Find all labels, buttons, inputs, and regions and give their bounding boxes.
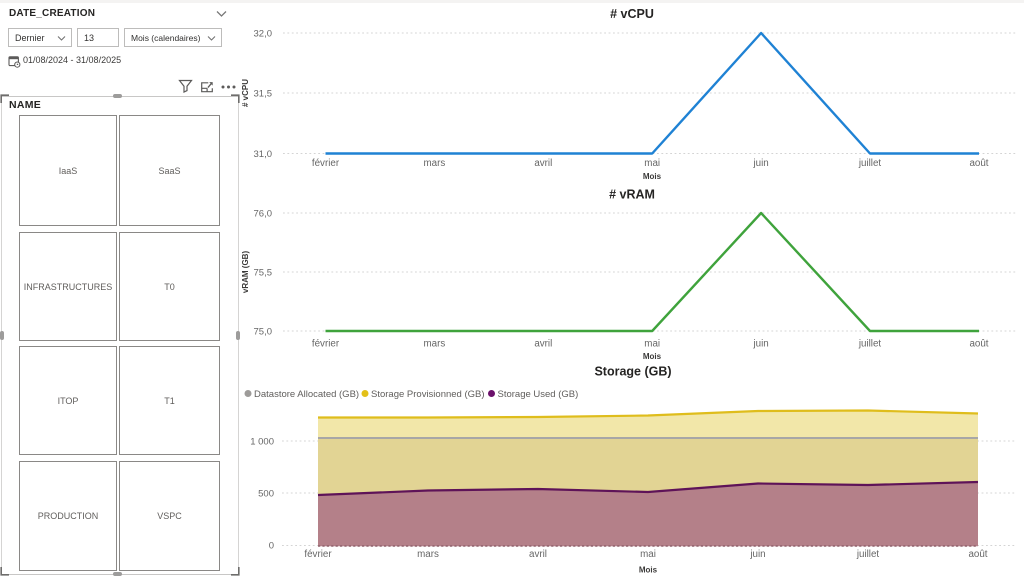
svg-text:Storage (GB): Storage (GB) bbox=[594, 365, 671, 379]
svg-text:31,0: 31,0 bbox=[254, 149, 273, 160]
svg-text:Storage Used (GB): Storage Used (GB) bbox=[498, 389, 579, 400]
svg-text:Mois: Mois bbox=[643, 352, 662, 361]
svg-text:500: 500 bbox=[258, 489, 274, 500]
svg-text:mars: mars bbox=[417, 549, 439, 560]
svg-text:mai: mai bbox=[644, 339, 660, 350]
svg-text:mars: mars bbox=[424, 158, 446, 169]
svg-text:août: août bbox=[968, 549, 987, 560]
svg-text:1 000: 1 000 bbox=[250, 437, 274, 448]
svg-text:Datastore Allocated (GB): Datastore Allocated (GB) bbox=[254, 389, 359, 400]
svg-text:# vCPU: # vCPU bbox=[241, 79, 250, 107]
svg-text:Mois: Mois bbox=[639, 566, 658, 575]
svg-text:avril: avril bbox=[529, 549, 547, 560]
svg-text:# vRAM: # vRAM bbox=[609, 188, 655, 202]
svg-text:février: février bbox=[312, 339, 340, 350]
svg-text:# vCPU: # vCPU bbox=[610, 7, 654, 21]
svg-text:février: février bbox=[304, 549, 332, 560]
svg-text:32,0: 32,0 bbox=[254, 29, 273, 40]
svg-text:31,5: 31,5 bbox=[254, 89, 273, 100]
svg-text:mai: mai bbox=[644, 158, 660, 169]
svg-text:mars: mars bbox=[424, 339, 446, 350]
svg-text:vRAM (GB): vRAM (GB) bbox=[241, 251, 250, 294]
svg-text:mai: mai bbox=[640, 549, 656, 560]
svg-text:juillet: juillet bbox=[858, 158, 882, 169]
svg-text:0: 0 bbox=[269, 541, 274, 552]
svg-text:juillet: juillet bbox=[858, 339, 882, 350]
svg-text:75,0: 75,0 bbox=[254, 327, 273, 338]
svg-text:76,0: 76,0 bbox=[254, 209, 273, 220]
svg-text:février: février bbox=[312, 158, 340, 169]
svg-text:Mois: Mois bbox=[643, 172, 662, 181]
svg-text:avril: avril bbox=[534, 158, 552, 169]
svg-text:août: août bbox=[969, 158, 988, 169]
svg-text:juillet: juillet bbox=[856, 549, 880, 560]
svg-text:75,5: 75,5 bbox=[254, 268, 273, 279]
svg-text:juin: juin bbox=[752, 339, 768, 350]
svg-text:Storage Provisionned (GB): Storage Provisionned (GB) bbox=[371, 389, 485, 400]
svg-text:juin: juin bbox=[749, 549, 765, 560]
svg-text:juin: juin bbox=[752, 158, 768, 169]
svg-text:avril: avril bbox=[534, 339, 552, 350]
svg-text:août: août bbox=[969, 339, 988, 350]
